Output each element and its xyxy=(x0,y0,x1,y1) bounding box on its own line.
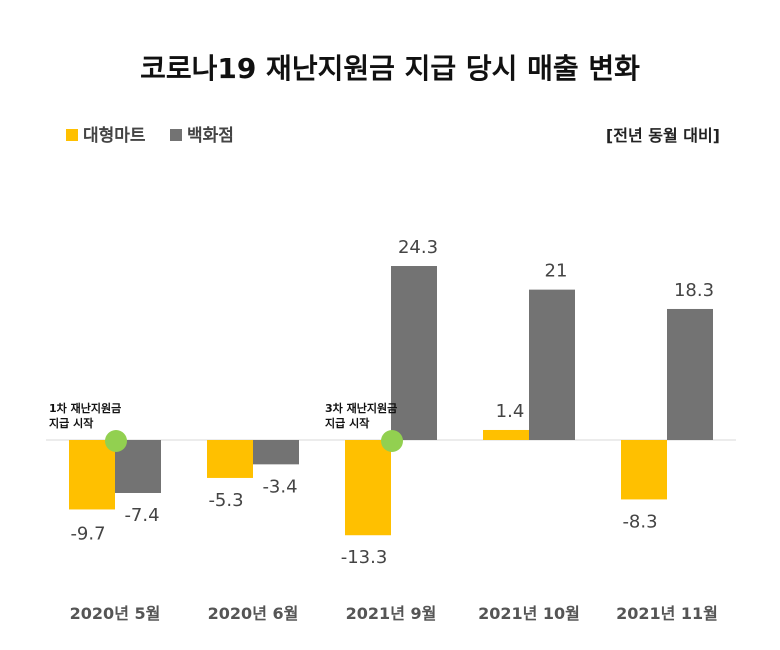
bar-dept-4 xyxy=(667,308,713,440)
annotation-text-0-0: 1차 재난지원금 xyxy=(49,401,121,415)
annotation-marker-1 xyxy=(381,430,403,452)
value-label-dept-2: 24.3 xyxy=(398,237,438,258)
value-label-dept-4: 18.3 xyxy=(674,280,714,301)
legend-label-mart: 대형마트 xyxy=(83,125,146,146)
category-label-1: 2020년 6월 xyxy=(208,604,299,623)
unit-note: [전년 동월 대비] xyxy=(606,126,720,145)
bar-mart-2 xyxy=(345,440,391,536)
annotation-text-1-0: 3차 재난지원금 xyxy=(325,401,397,415)
bar-mart-4 xyxy=(621,440,667,500)
legend-swatch-mart xyxy=(66,129,78,141)
category-label-4: 2021년 11월 xyxy=(616,604,718,623)
bar-dept-2 xyxy=(391,266,437,440)
bar-mart-1 xyxy=(207,440,253,478)
legend-label-dept: 백화점 xyxy=(187,126,234,146)
value-label-mart-3: 1.4 xyxy=(496,401,525,422)
value-label-mart-0: -9.7 xyxy=(70,523,105,544)
value-label-dept-3: 21 xyxy=(545,261,568,282)
category-label-2: 2021년 9월 xyxy=(346,604,437,623)
value-labels-group: -9.7 -7.4 -5.3 -3.4 -13.3 24.3 1.4 21 -8.3 18.3 xyxy=(70,237,714,568)
value-label-dept-0: -7.4 xyxy=(124,505,159,526)
value-label-mart-4: -8.3 xyxy=(622,511,657,532)
bar-mart-3 xyxy=(483,429,529,440)
value-label-dept-1: -3.4 xyxy=(262,476,297,497)
annotation-text-1-1: 지급 시작 xyxy=(325,416,369,430)
annotation-marker-0 xyxy=(105,430,127,452)
category-label-0: 2020년 5월 xyxy=(70,604,161,623)
legend: 대형마트 백화점 xyxy=(66,125,234,146)
value-label-mart-2: -13.3 xyxy=(341,547,388,568)
category-labels-group: 2020년 5월 2020년 6월 2021년 9월 2021년 10월 2021년 1… xyxy=(70,604,718,623)
bar-dept-1 xyxy=(253,440,299,465)
annotation-text-0-1: 지급 시작 xyxy=(49,416,93,430)
bar-dept-3 xyxy=(529,289,575,440)
legend-swatch-dept xyxy=(170,129,182,141)
bars-group xyxy=(69,266,713,536)
chart-title: 코로나19 재난지원금 지급 당시 매출 변화 xyxy=(140,52,640,85)
bar-mart-0 xyxy=(69,440,115,510)
category-label-3: 2021년 10월 xyxy=(478,604,580,623)
value-label-mart-1: -5.3 xyxy=(208,490,243,511)
